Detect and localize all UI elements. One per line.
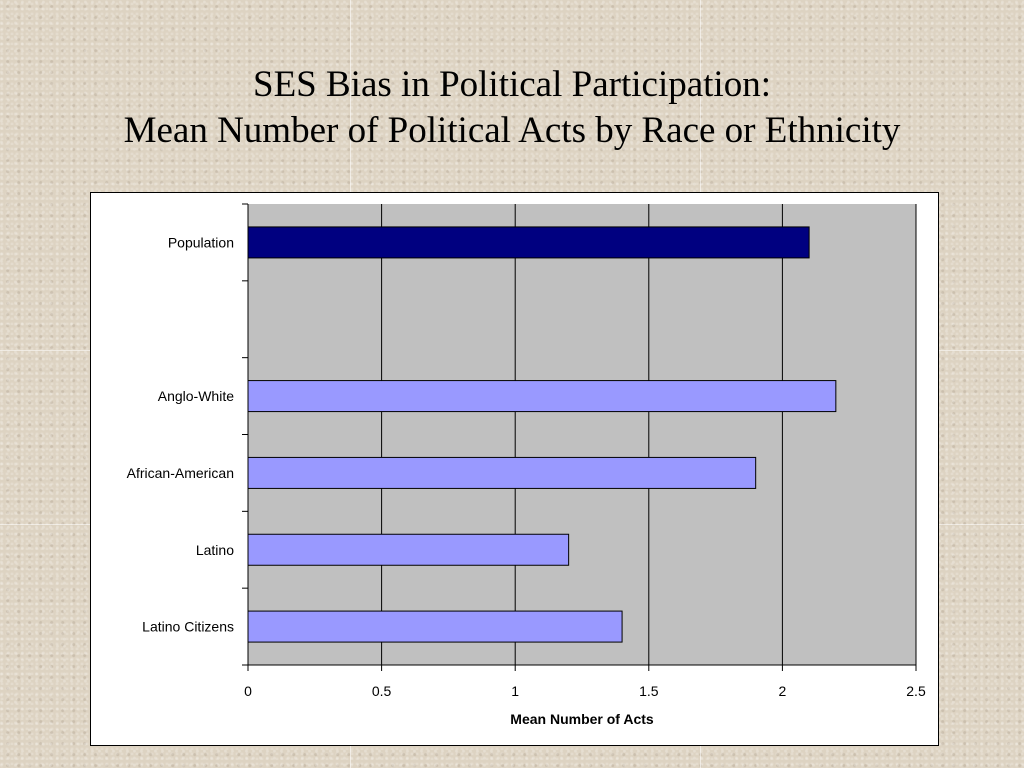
x-axis-title: Mean Number of Acts <box>510 711 654 727</box>
bars <box>247 226 837 643</box>
x-tick-label: 2 <box>779 683 787 699</box>
gridlines <box>381 204 917 665</box>
x-tick-label: 0 <box>244 683 252 699</box>
bar-population <box>247 226 810 259</box>
slide-title-line-2: Mean Number of Political Acts by Race or… <box>123 110 901 151</box>
slide-title-line-1: SES Bias in Political Participation: <box>253 64 771 105</box>
x-tick-label: 1.5 <box>639 683 659 699</box>
x-tick-label: 1 <box>511 683 519 699</box>
category-labels: Population Anglo-White African-American Lat… <box>127 234 235 634</box>
axes <box>242 203 917 671</box>
x-tick-label: 0.5 <box>372 683 392 699</box>
plot-area <box>248 204 916 665</box>
bar-anglo-white <box>247 380 837 413</box>
category-label: African-American <box>127 465 234 481</box>
category-label: Latino <box>196 542 234 558</box>
category-label: Latino Citizens <box>142 619 234 635</box>
slide-title: SES Bias in Political Participation: Mea… <box>0 62 1024 154</box>
category-label: Anglo-White <box>158 388 234 404</box>
x-tick-labels: 0 0.5 1 1.5 2 2.5 <box>244 683 926 699</box>
bar-latino <box>247 533 570 566</box>
bar-african-american <box>247 456 757 489</box>
category-label: Population <box>168 234 234 250</box>
bar-latino-citizens <box>247 610 623 643</box>
x-tick-label: 2.5 <box>906 683 926 699</box>
